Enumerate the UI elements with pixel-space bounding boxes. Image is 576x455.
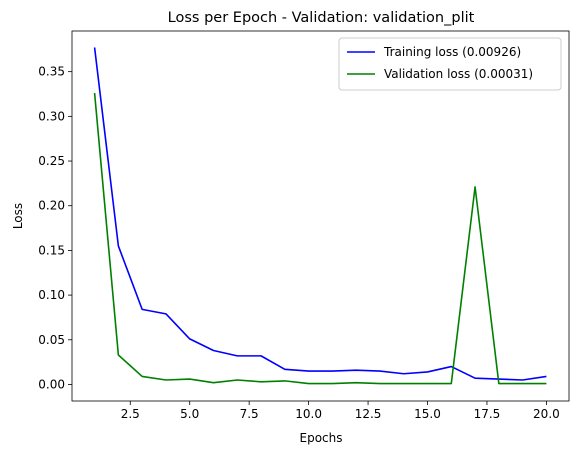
legend-label: Training loss (0.00926) [383,45,521,59]
y-axis: 0.00 0.05 0.10 0.15 0.20 0.25 0.30 0.35 [38,65,72,391]
plot-area [71,30,570,402]
legend-box [338,37,562,91]
series-line-training [93,47,547,381]
series-line-validation [93,93,547,385]
legend-label: Validation loss (0.00031) [384,67,533,81]
y-tick-label: 0.00 [38,377,65,391]
x-tick-label: 7.5 [240,407,259,421]
y-tick-label: 0.15 [38,243,65,257]
x-tick-label: 2.5 [121,407,140,421]
series-layer [93,47,547,385]
legend: Training loss (0.00926) Validation loss (… [338,37,562,91]
y-tick-label: 0.35 [38,65,65,79]
x-axis-label: Epochs [300,431,343,445]
y-tick-label: 0.20 [38,199,65,213]
y-tick-label: 0.05 [38,333,65,347]
y-tick-label: 0.10 [38,288,65,302]
y-tick-label: 0.30 [38,109,65,123]
x-tick-label: 20.0 [533,407,560,421]
y-axis-label: Loss [11,203,25,229]
x-tick-label: 17.5 [474,407,501,421]
x-tick-label: 10.0 [295,407,322,421]
x-axis: 2.5 5.0 7.5 10.0 12.5 15.0 17.5 20.0 [121,401,560,421]
x-tick-label: 5.0 [180,407,199,421]
chart-title: Loss per Epoch - Validation: validation_… [168,10,475,26]
x-tick-label: 12.5 [355,407,382,421]
y-tick-label: 0.25 [38,154,65,168]
x-tick-label: 15.0 [414,407,441,421]
